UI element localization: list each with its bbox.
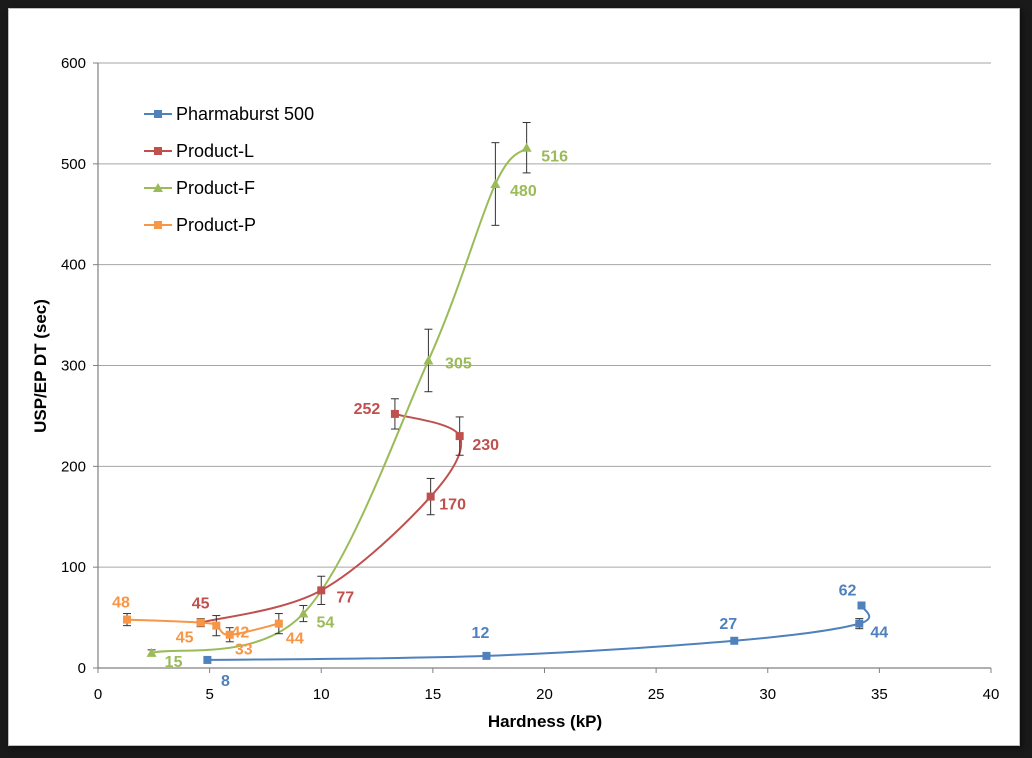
data-label: 170 <box>439 497 466 514</box>
gridlines <box>98 62 991 568</box>
x-tick-label: 25 <box>648 686 665 703</box>
data-label: 33 <box>235 642 253 659</box>
y-tick-label: 100 <box>61 559 86 576</box>
data-point <box>490 179 501 188</box>
data-point <box>146 647 157 657</box>
data-point <box>857 601 866 610</box>
y-tick-label: 200 <box>61 458 86 475</box>
x-tick-label: 10 <box>313 686 330 703</box>
data-point <box>426 492 435 501</box>
data-point <box>196 618 205 627</box>
data-label: 480 <box>510 183 537 200</box>
data-point <box>482 651 491 660</box>
series-line-0 <box>207 605 871 661</box>
y-tick-label: 0 <box>78 660 86 677</box>
x-tick-label: 35 <box>871 686 888 703</box>
legend-marker <box>153 183 163 192</box>
data-label: 54 <box>316 615 334 632</box>
legend-entry: Pharmaburst 500 <box>144 104 314 124</box>
data-label: 48 <box>112 595 130 612</box>
data-label: 15 <box>165 654 183 671</box>
chart-frame <box>8 8 1020 746</box>
data-label: 45 <box>176 630 194 647</box>
data-label: 12 <box>472 625 490 642</box>
legend-label: Pharmaburst 500 <box>176 104 314 124</box>
data-point <box>298 608 309 618</box>
data-label: 252 <box>354 401 381 418</box>
series-line-1 <box>200 412 463 624</box>
data-point <box>123 615 132 624</box>
data-point <box>423 355 434 365</box>
data-point <box>730 636 739 645</box>
y-tick-label: 600 <box>61 55 86 72</box>
legend-marker <box>154 147 162 155</box>
data-point <box>274 619 283 628</box>
data-label: 305 <box>445 355 472 372</box>
data-point <box>855 619 864 628</box>
legend-entry: Product-P <box>144 215 256 235</box>
data-point <box>212 621 221 630</box>
legend-marker <box>154 221 162 229</box>
legend-entry: Product-F <box>144 178 255 198</box>
y-axis-title: USP/EP DT (sec) <box>31 299 50 433</box>
data-label: 45 <box>192 596 210 613</box>
x-tick-label: 0 <box>94 686 102 703</box>
data-point <box>225 630 234 639</box>
legend: Pharmaburst 500 Product-L Product-F Product… <box>144 104 314 235</box>
legend-label: Product-L <box>176 141 254 161</box>
x-tick-label: 30 <box>759 686 776 703</box>
data-label: 77 <box>336 589 354 606</box>
data-label: 62 <box>839 582 857 599</box>
data-point <box>521 142 532 152</box>
data-label: 44 <box>870 625 888 642</box>
tick-labels: 0 100 200 300 400 500 600 0 5 10 15 20 25 30 35 40 <box>61 55 999 703</box>
y-tick-label: 300 <box>61 358 86 375</box>
data-label: 42 <box>231 625 249 642</box>
legend-marker <box>154 110 162 118</box>
x-tick-label: 20 <box>536 686 553 703</box>
y-tick-label: 400 <box>61 257 86 274</box>
y-tick-label: 500 <box>61 156 86 173</box>
legend-label: Product-P <box>176 215 256 235</box>
data-point <box>203 655 212 664</box>
data-label: 516 <box>541 149 568 166</box>
data-point <box>455 432 464 441</box>
x-tick-label: 5 <box>205 686 213 703</box>
x-tick-label: 40 <box>983 686 1000 703</box>
data-point <box>317 586 326 595</box>
data-label: 44 <box>286 631 304 648</box>
legend-label: Product-F <box>176 178 255 198</box>
x-axis-title: Hardness (kP) <box>488 712 602 731</box>
x-tick-label: 15 <box>425 686 442 703</box>
axes <box>93 62 992 673</box>
data-label: 230 <box>472 437 499 454</box>
data-markers <box>123 142 866 664</box>
data-label: 8 <box>221 673 230 690</box>
data-point <box>390 409 399 418</box>
legend-entry: Product-L <box>144 141 254 161</box>
data-label: 27 <box>719 616 737 633</box>
error-bars <box>123 121 864 657</box>
